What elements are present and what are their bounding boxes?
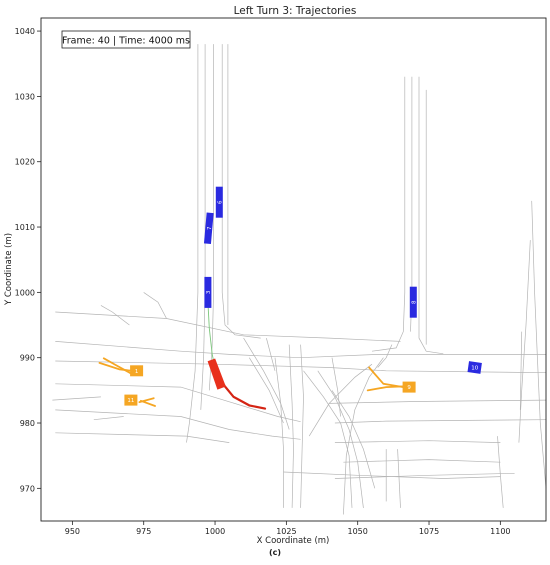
road-line	[243, 337, 290, 430]
road-line	[377, 344, 393, 368]
vehicle-id-label: 3	[206, 290, 212, 294]
vehicle-9: 9	[402, 381, 416, 393]
y-tick-label: 1040	[15, 27, 35, 36]
turning-trail	[98, 361, 134, 372]
y-axis-label: Y Coordinate (m)	[4, 233, 14, 306]
road-line	[143, 292, 167, 319]
road-line	[266, 338, 276, 371]
turning-trail	[139, 399, 157, 407]
vehicle-box	[402, 381, 416, 393]
vehicle-10: 10	[467, 361, 482, 374]
x-tick-label: 1100	[490, 527, 510, 536]
x-axis-ticks: 950 975 1000 1025 1050 1075 1100	[65, 521, 511, 536]
road-line	[334, 472, 515, 479]
x-tick-label: 1050	[348, 527, 368, 536]
y-axis-ticks: 970 980 990 1000 1010 1020 1030 1040	[15, 27, 41, 493]
figure-caption: (c)	[269, 548, 281, 557]
road-line	[531, 200, 547, 489]
turning-trail	[366, 385, 405, 392]
road-line	[334, 440, 501, 443]
y-tick-label: 990	[20, 354, 35, 363]
turning-trail	[102, 357, 132, 375]
vehicle-1: 1	[130, 365, 144, 377]
vehicle-box	[124, 394, 138, 406]
road-line	[288, 344, 294, 508]
vehicle-id-label: 1	[135, 369, 139, 375]
road-line	[283, 471, 501, 479]
vehicle-box	[204, 276, 212, 308]
vehicle-11: 11	[124, 394, 138, 406]
road-line	[317, 370, 364, 508]
y-tick-label: 1030	[15, 92, 35, 101]
vehicle-3: 3	[204, 276, 212, 308]
frame-annotation: Frame: 40 | Time: 4000 ms	[62, 36, 190, 47]
x-tick-label: 950	[65, 527, 80, 536]
vehicle-box	[409, 286, 417, 318]
road-line	[331, 390, 376, 489]
ego-vehicle	[207, 358, 226, 390]
road-line	[186, 44, 199, 443]
chart-title: Left Turn 3: Trajectories	[234, 5, 357, 17]
vehicle-box	[467, 361, 482, 374]
road-line	[274, 357, 284, 508]
road-line	[55, 432, 230, 443]
road-line	[303, 370, 353, 508]
vehicle-id-label: 10	[471, 366, 478, 372]
road-line	[418, 76, 444, 355]
ego-vehicle-box	[207, 358, 226, 390]
vehicle-7: 7	[203, 212, 214, 245]
road-line	[497, 436, 504, 508]
road-line	[55, 311, 401, 342]
y-tick-label: 970	[20, 484, 35, 493]
y-tick-label: 1000	[15, 288, 35, 297]
vehicle-box	[215, 186, 223, 218]
road-line	[343, 357, 384, 515]
road-line	[52, 396, 101, 401]
road-line	[55, 341, 546, 359]
road-line	[93, 416, 124, 421]
frame-annotation-box	[61, 30, 191, 49]
y-tick-label: 1020	[15, 158, 35, 167]
y-tick-label: 1010	[15, 223, 35, 232]
road-line	[249, 357, 284, 424]
vehicle-box	[130, 365, 144, 377]
road-line	[371, 76, 406, 352]
road-line	[55, 360, 547, 374]
road-line	[334, 419, 547, 424]
x-axis-label: X Coordinate (m)	[257, 536, 330, 546]
ego-trajectory	[218, 376, 267, 410]
road-line	[308, 363, 373, 437]
vehicle-6: 6	[215, 186, 223, 218]
road-line	[519, 331, 523, 410]
road-line	[100, 305, 130, 326]
road-line	[343, 459, 501, 463]
road-line	[300, 344, 304, 508]
y-tick-label: 980	[20, 419, 35, 428]
trajectory-trails	[98, 302, 405, 410]
road-line	[55, 409, 301, 440]
road-line	[331, 357, 341, 417]
road-line	[518, 240, 531, 443]
road-line	[397, 449, 401, 508]
road-line	[200, 44, 206, 410]
vehicle-id-label: 11	[127, 398, 134, 404]
x-tick-label: 1025	[276, 527, 296, 536]
x-tick-label: 1075	[419, 527, 439, 536]
vehicle-8: 8	[409, 286, 417, 318]
vehicle-id-label: 9	[407, 385, 411, 391]
x-tick-label: 1000	[205, 527, 225, 536]
vehicle-box	[203, 212, 214, 245]
road-network	[52, 44, 547, 515]
vehicle-id-label: 7	[207, 226, 213, 230]
vehicle-id-label: 6	[217, 200, 223, 204]
road-line	[329, 399, 547, 404]
x-tick-label: 975	[136, 527, 151, 536]
vehicle-id-label: 8	[411, 300, 417, 304]
plot-frame	[40, 17, 547, 522]
